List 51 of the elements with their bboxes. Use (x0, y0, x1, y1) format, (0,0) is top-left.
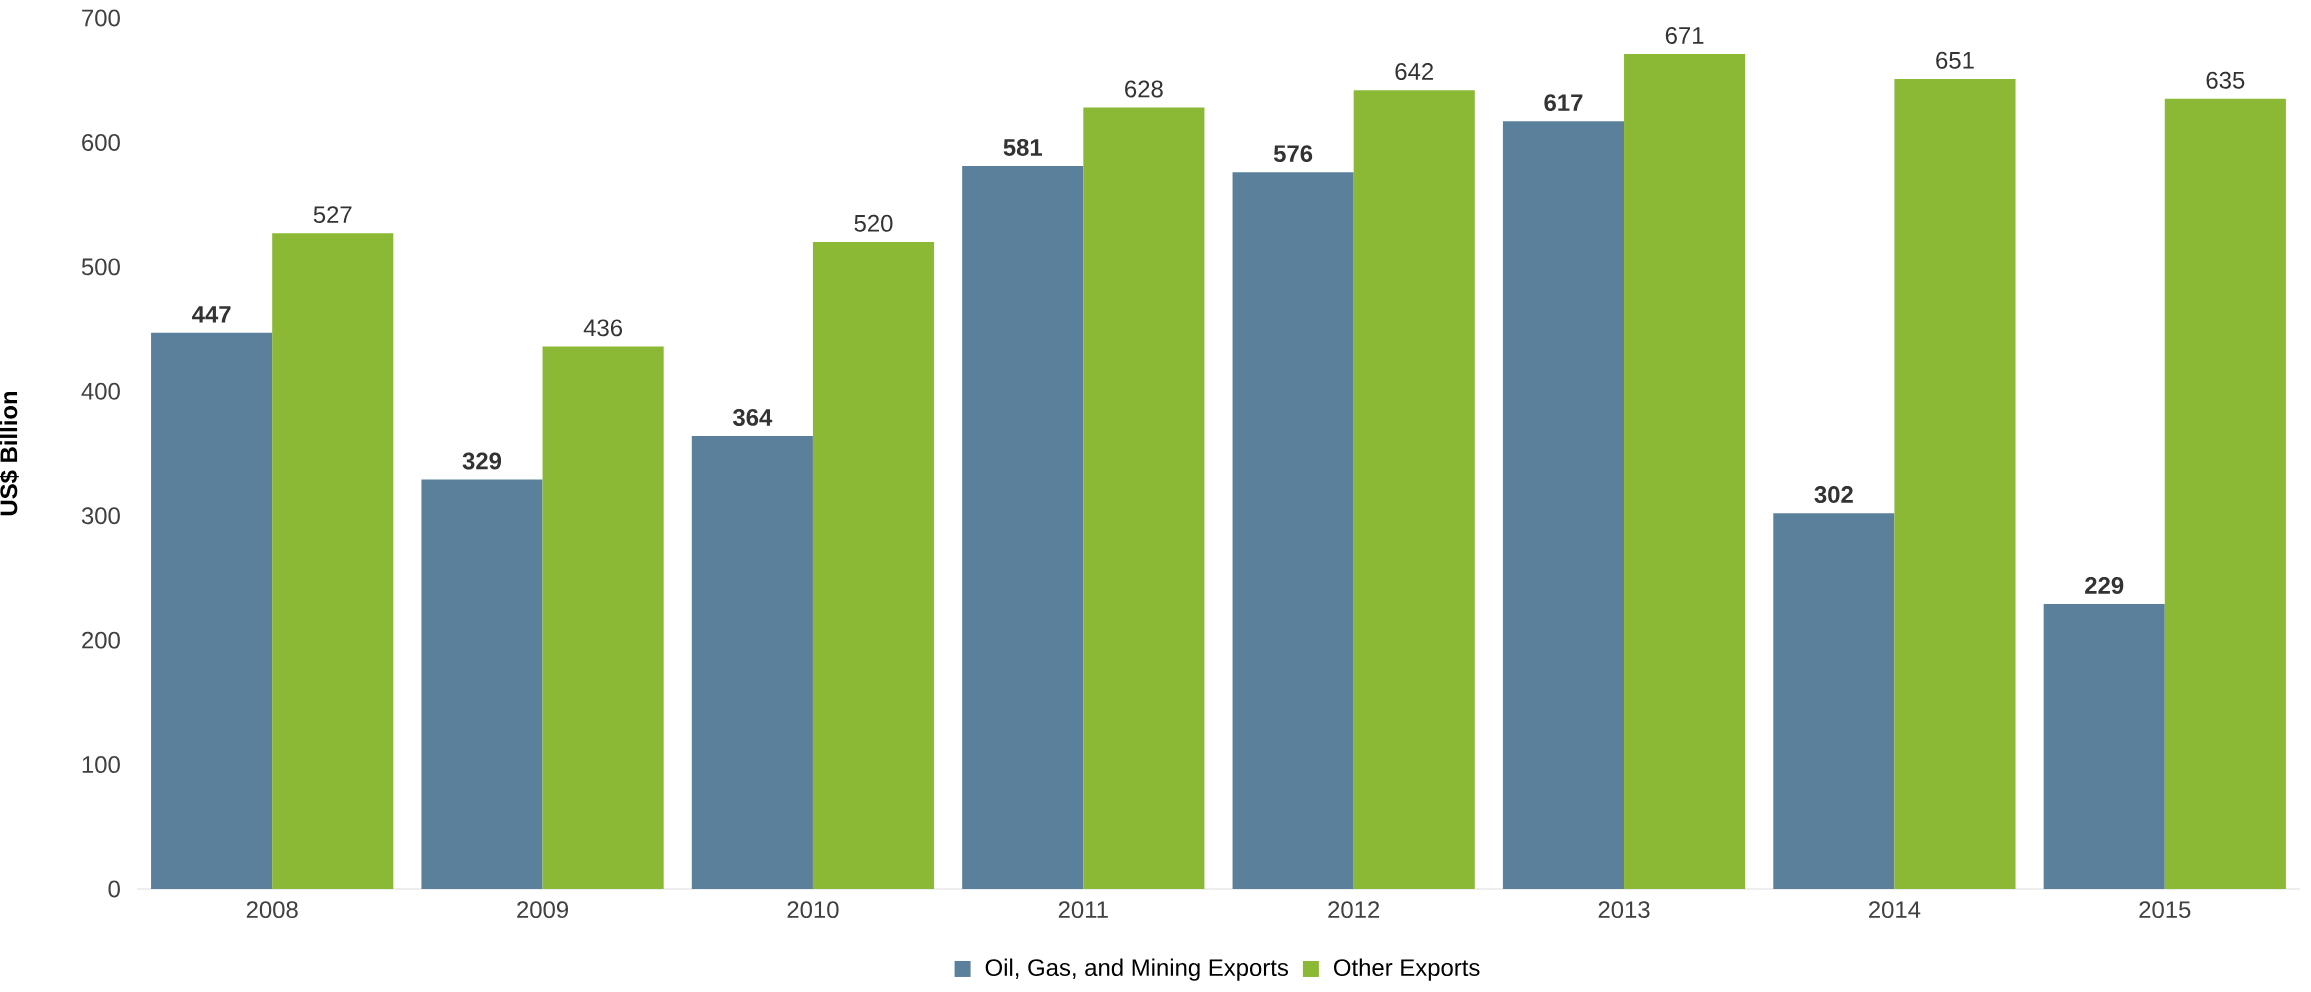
data-label: 527 (313, 206, 352, 224)
bar (1232, 172, 1354, 889)
y-tick-label: 100 (82, 756, 120, 774)
y-tick-label: 500 (81, 258, 120, 276)
x-tick-label: 2011 (1058, 901, 1108, 919)
bar (962, 166, 1084, 889)
data-label: 617 (1544, 94, 1583, 112)
legend-label: Oil, Gas, and Mining Exports (985, 958, 1288, 981)
data-label: 329 (462, 452, 502, 470)
x-tick-label: 2009 (517, 901, 568, 919)
bar (542, 346, 664, 889)
x-tick-label: 2012 (1328, 901, 1380, 919)
data-label: 651 (1936, 51, 1974, 69)
data-label: 447 (192, 306, 231, 323)
data-label: 671 (1665, 26, 1704, 44)
bar (272, 233, 394, 889)
x-tick-label: 2014 (1869, 901, 1921, 919)
y-tick-label: 400 (81, 382, 120, 400)
data-label: 576 (1273, 145, 1313, 163)
x-tick-label: 2013 (1598, 901, 1650, 919)
bar (691, 436, 813, 889)
y-tick-label: 0 (108, 880, 120, 898)
data-label: 229 (2085, 576, 2124, 594)
bar (2043, 604, 2165, 889)
bar (1502, 121, 1625, 889)
data-label: 581 (1003, 138, 1042, 156)
data-label: 642 (1395, 63, 1433, 80)
bar (2164, 98, 2286, 889)
bar (151, 332, 273, 889)
legend-label: Other Exports (1334, 958, 1480, 981)
y-tick-label: 700 (82, 9, 120, 27)
data-label: 635 (2206, 71, 2245, 89)
data-label: 364 (732, 408, 773, 426)
data-label: 302 (1814, 486, 1853, 504)
bar (1624, 54, 1746, 889)
data-label: 520 (854, 214, 893, 232)
bar (1353, 90, 1475, 889)
bar (1894, 78, 2016, 889)
bar (1083, 107, 1205, 889)
y-axis-title: US$ Billion (0, 391, 19, 516)
y-tick-label: 300 (81, 507, 120, 525)
bar (812, 241, 935, 889)
x-tick-label: 2015 (2139, 901, 2191, 919)
y-tick-label: 200 (82, 631, 120, 649)
y-tick-label: 600 (82, 133, 120, 151)
data-label: 628 (1125, 80, 1163, 98)
data-label: 436 (583, 319, 623, 337)
bar (1773, 513, 1895, 889)
bar (421, 479, 543, 889)
x-tick-label: 2008 (246, 901, 298, 919)
x-tick-label: 2010 (787, 901, 839, 919)
